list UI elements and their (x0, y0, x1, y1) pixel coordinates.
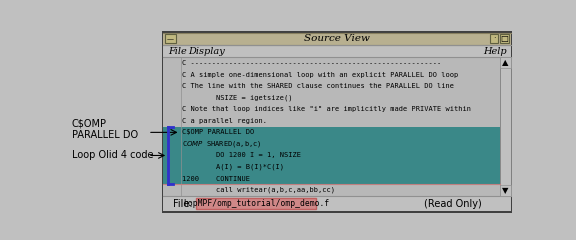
Text: File:: File: (173, 198, 192, 209)
Text: C A simple one-dimensional loop with an explicit PARALLEL DO loop: C A simple one-dimensional loop with an … (182, 72, 458, 78)
Text: C a parallel region.: C a parallel region. (182, 118, 267, 124)
Text: Source View: Source View (304, 34, 370, 43)
Text: DO 1200 I = 1, NSIZE: DO 1200 I = 1, NSIZE (182, 152, 301, 158)
Text: (Read Only): (Read Only) (424, 198, 482, 209)
Bar (500, 57, 511, 68)
Text: Help: Help (483, 47, 507, 56)
Bar (164, 138, 500, 150)
Text: ▲: ▲ (502, 58, 509, 67)
Text: NSIZE = igetsize(): NSIZE = igetsize() (182, 95, 293, 101)
Bar (164, 57, 500, 196)
Bar (164, 150, 500, 161)
Text: Display: Display (188, 47, 225, 56)
Text: C Note that loop indices like "i" are implicitly made PRIVATE within: C Note that loop indices like "i" are im… (182, 106, 471, 112)
Bar (164, 33, 511, 211)
Bar (500, 185, 511, 196)
Bar (164, 45, 511, 57)
Text: call writear(a,b,c,aa,bb,cc): call writear(a,b,c,aa,bb,cc) (182, 187, 335, 193)
Bar (164, 173, 500, 184)
Bar (500, 57, 511, 196)
Bar (491, 34, 498, 43)
Text: □: □ (501, 34, 509, 43)
Text: Loop Olid 4 code: Loop Olid 4 code (72, 150, 153, 161)
Bar (164, 161, 500, 173)
Text: C$OMP PARALLEL DO: C$OMP PARALLEL DO (182, 129, 254, 135)
Text: ·: · (493, 34, 496, 43)
Bar (164, 33, 511, 45)
Bar (164, 126, 500, 138)
Bar (196, 198, 316, 209)
Text: C The line with the SHARED clause continues the PARALLEL DO line: C The line with the SHARED clause contin… (182, 83, 454, 89)
Bar (162, 31, 512, 213)
Text: C -----------------------------------------------------------: C --------------------------------------… (182, 60, 441, 66)
Text: —: — (167, 36, 174, 42)
Text: hopMPF/omp_tutorial/omp_demo.f: hopMPF/omp_tutorial/omp_demo.f (183, 199, 329, 208)
Text: C$OMP
PARALLEL DO: C$OMP PARALLEL DO (72, 118, 138, 140)
Text: 1200    CONTINUE: 1200 CONTINUE (182, 176, 250, 182)
Text: File: File (168, 47, 187, 56)
Text: ▼: ▼ (502, 186, 509, 195)
Text: C$OMP$ SHARED(a,b,c): C$OMP$ SHARED(a,b,c) (182, 139, 262, 149)
Bar (164, 196, 511, 211)
Bar (165, 34, 176, 43)
Text: A(I) = B(I)*C(I): A(I) = B(I)*C(I) (182, 164, 284, 170)
Bar (500, 34, 509, 43)
